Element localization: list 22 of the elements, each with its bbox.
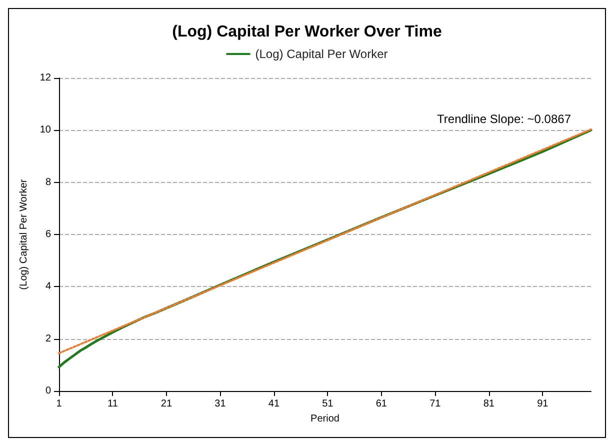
chart-title: (Log) Capital Per Worker Over Time xyxy=(172,24,442,40)
x-tick-label: 11 xyxy=(108,398,118,410)
y-tick-label: 0 xyxy=(45,386,52,396)
x-tick-label: 71 xyxy=(430,398,442,410)
x-tick-label: 21 xyxy=(160,398,172,410)
x-tick-label: 1 xyxy=(56,398,62,410)
x-tick-label: 41 xyxy=(268,398,280,410)
x-axis-title: Period xyxy=(310,413,340,424)
x-tick-label: 91 xyxy=(537,398,549,410)
y-tick-label: 12 xyxy=(40,72,52,84)
y-tick-label: 10 xyxy=(40,124,52,136)
x-tick-label: 61 xyxy=(376,398,388,410)
x-tick-label: 31 xyxy=(214,398,226,410)
legend-label: (Log) Capital Per Worker xyxy=(255,47,388,61)
y-tick-label: 6 xyxy=(45,229,52,240)
y-axis-title: (Log) Capital Per Worker xyxy=(18,178,30,290)
y-tick-label: 8 xyxy=(45,176,52,188)
x-tick-label: 81 xyxy=(483,398,495,410)
y-tick-label: 2 xyxy=(45,333,52,344)
y-tick-label: 4 xyxy=(45,281,52,292)
annotation: Trendline Slope: ~0.0867 xyxy=(437,112,572,126)
x-tick-label: 51 xyxy=(322,398,334,410)
